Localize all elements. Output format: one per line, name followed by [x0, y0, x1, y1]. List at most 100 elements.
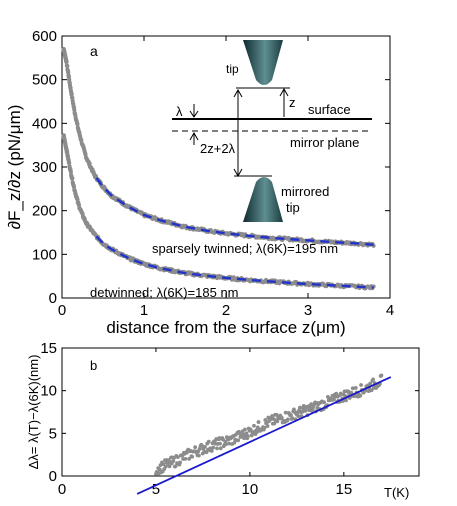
panel-b-data-point [157, 467, 162, 472]
panel-b-data-point [300, 410, 305, 414]
panel-b-data-point [209, 449, 214, 453]
panel-b-data-point [322, 400, 327, 405]
panel-b-data-point [255, 430, 259, 434]
tip-shape-icon [243, 40, 283, 85]
panel-b-data-point [215, 446, 219, 451]
panel-a-data-point [65, 63, 70, 69]
panel-b-data-point [175, 455, 180, 460]
panel-a-x-tick-label: 3 [304, 302, 312, 319]
panel-a-y-tick-label: 400 [32, 115, 57, 132]
panel-b-data-point [358, 393, 363, 398]
panel-b-data-point [344, 398, 348, 403]
panel-a-data-point [87, 161, 92, 166]
lambda-arrow-head [189, 110, 199, 118]
panel-b-fit-line-series [136, 376, 392, 495]
panel-a-data-point [70, 176, 75, 181]
sparsely-twinned-label: sparsely twinned; λ(6K)=195 nm [152, 241, 338, 256]
panel-b-x-axis-label: T(K) [384, 485, 409, 500]
panel-b-data-point [227, 441, 231, 446]
panel-a-fit-line-series [95, 177, 374, 246]
panel-b-y-tick-label: 0 [49, 468, 57, 485]
panel-b-data-point [379, 373, 384, 378]
panel-a-y-tick-label: 600 [32, 28, 57, 45]
mirrored-annotation: mirrored [281, 184, 329, 199]
panel-b-data-point [244, 431, 249, 436]
panel-a-x-axis-label: distance from the surface z(μm) [106, 318, 345, 337]
panel-a-y-tick-label: 100 [32, 246, 57, 263]
panel-b-x-tick-label: 0 [58, 481, 66, 498]
mirrored-tip-shape-icon [243, 177, 283, 222]
panel-b-y-tick-label: 15 [40, 340, 57, 357]
panel-a-data-point [69, 92, 74, 97]
detwinned-label: detwinned; λ(6K)=185 nm [90, 285, 239, 300]
panel-b-data-point [262, 425, 267, 430]
panel-b-data-point [183, 456, 188, 461]
panel-b-data-point [298, 405, 302, 410]
panel-b-data-point [224, 442, 228, 447]
panel-b-data-point [197, 447, 202, 451]
panel-a-data-point [68, 169, 73, 175]
panel-b-data-point [296, 414, 301, 419]
panel-b-data-point [206, 439, 211, 444]
panel-b-points [154, 373, 384, 476]
panel-a-y-tick-label: 0 [49, 290, 57, 307]
panel-b-data-point [246, 434, 250, 439]
panel-b-data-point [350, 386, 355, 391]
panel-b-data-point [256, 420, 261, 424]
panel-b-data-point [368, 381, 373, 386]
panel-b-data-point [279, 416, 284, 420]
two-z-annotation: 2z+2λ [200, 141, 236, 156]
panel-b-data-point [286, 417, 290, 422]
panel-b-x-tick-label: 15 [335, 481, 352, 498]
panel-b-data-point [283, 410, 288, 415]
panel-a-label: a [90, 43, 98, 59]
panel-a-ticks: 0 1 2 3 4 0 100 200 300 400 500 600 [32, 28, 394, 319]
panel-b-x-tick-label: 10 [242, 481, 259, 498]
mirror-plane-annotation: mirror plane [290, 135, 359, 150]
panel-b-ticks: 0 5 10 15 0 5 10 15 [40, 340, 419, 498]
panel-b-data-point [252, 423, 256, 428]
panel-b-data-point [289, 413, 293, 417]
panel-b-data-point [173, 464, 178, 469]
panel-b-data-point [163, 464, 168, 469]
tip-annotation: tip [226, 62, 239, 76]
panel-b-data-point [178, 460, 182, 465]
mirrored-tip-annotation: tip [286, 200, 300, 215]
panel-b-data-point [190, 454, 195, 459]
panel-a-fit-lines [95, 177, 374, 289]
surface-annotation: surface [308, 102, 351, 117]
panel-a-x-tick-label: 1 [140, 302, 148, 319]
panel-a-fit-line-series [95, 235, 374, 289]
panel-b-data-point [203, 444, 207, 449]
panel-b-data-point [193, 445, 198, 450]
panel-b-data-point [161, 462, 166, 467]
panel-b-data-point [171, 459, 176, 464]
panel-b-y-tick-label: 10 [40, 383, 57, 400]
panel-b-data-point [265, 424, 270, 429]
panel-b-x-tick-label: 5 [152, 481, 160, 498]
panel-a: a distance from the surface z(μm) ∂F_z/∂… [5, 28, 394, 337]
panel-b-data-point [197, 453, 201, 458]
panel-b-label: b [90, 358, 97, 373]
panel-b-data-point [218, 441, 222, 446]
z-annotation: z [289, 95, 296, 110]
panel-b-data-point [272, 421, 277, 426]
panel-b-data-point [334, 391, 339, 396]
panel-b-data-point [371, 377, 376, 382]
panel-b-data-point [359, 383, 363, 387]
panel-b-data-point [270, 414, 274, 418]
panel-a-x-tick-label: 0 [58, 302, 66, 319]
panel-b-data-point [167, 464, 172, 469]
panel-b-data-point [211, 445, 216, 450]
mirror-distance-arrow-top-head [233, 88, 243, 98]
panel-b-data-point [275, 419, 280, 424]
panel-a-data-point [66, 74, 72, 79]
panel-b-fit-line [136, 376, 392, 495]
panel-b-data-point [303, 408, 308, 413]
panel-b-data-point [243, 427, 247, 432]
panel-b-frame [61, 347, 420, 477]
panel-b-data-point [187, 456, 192, 461]
panel-b-data-point [290, 416, 295, 421]
panel-a-x-tick-label: 4 [386, 302, 394, 319]
